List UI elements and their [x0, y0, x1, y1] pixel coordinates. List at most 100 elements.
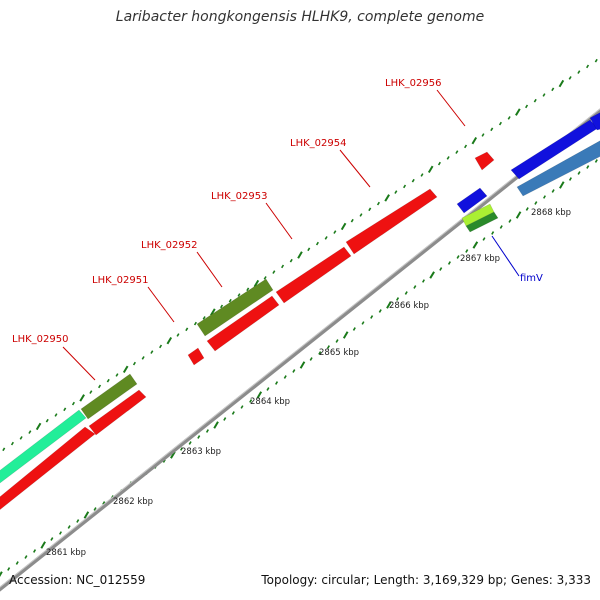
gene-arrow-lhk-02954[interactable]: [345, 188, 438, 255]
callout-lhk-02951: [147, 286, 175, 323]
inner-tick: [534, 201, 538, 205]
outer-tick: [568, 76, 572, 80]
inner-tick: [50, 537, 54, 541]
inner-tick: [299, 361, 306, 369]
inner-tick: [499, 225, 503, 229]
inner-tick: [180, 447, 183, 451]
inner-tick: [275, 381, 279, 385]
feature-arrow-olive-2[interactable]: [196, 278, 274, 337]
inner-tick: [170, 451, 176, 459]
scale-label-2863: 2863 kbp: [181, 447, 221, 457]
inner-tick: [447, 261, 451, 265]
outer-tick: [498, 121, 502, 126]
gene-arrow-lhk-02950[interactable]: [88, 389, 147, 436]
gene-label-lhk-02952[interactable]: LHK_02952: [141, 240, 197, 251]
inner-tick: [404, 291, 408, 295]
outer-tick: [71, 401, 75, 406]
outer-tick: [115, 373, 119, 377]
feature-arrow-dark-green[interactable]: [465, 211, 499, 233]
inner-tick: [559, 181, 565, 189]
outer-tick: [185, 327, 189, 332]
inner-tick: [370, 315, 374, 319]
gene-label-lhk-02954[interactable]: LHK_02954: [290, 138, 346, 149]
gene-label-fimv[interactable]: fimV: [520, 273, 543, 284]
inner-tick: [491, 231, 495, 235]
inner-tick: [439, 267, 443, 271]
inner-tick: [456, 255, 460, 259]
outer-tick: [289, 258, 293, 263]
callout-lhk-02956: [436, 89, 466, 127]
gene-arrow-lhk-02953[interactable]: [275, 246, 352, 304]
inner-tick: [396, 297, 400, 301]
outer-tick: [368, 207, 372, 212]
inner-tick: [543, 195, 546, 199]
outer-tick: [427, 165, 434, 174]
callout-lhk-02953: [265, 202, 293, 240]
outer-tick: [193, 321, 197, 326]
inner-tick: [472, 241, 479, 249]
gene-label-lhk-02950[interactable]: LHK_02950: [12, 334, 68, 345]
gene-arrow-steel-blue[interactable]: [516, 138, 600, 197]
outer-tick: [507, 116, 511, 120]
outer-tick: [79, 394, 85, 402]
outer-tick: [525, 104, 529, 109]
outer-tick: [19, 436, 23, 440]
scale-label-2862: 2862 kbp: [113, 497, 153, 507]
fimv-arrow-small[interactable]: [456, 187, 488, 214]
outer-tick: [481, 133, 485, 137]
outer-tick: [420, 173, 424, 177]
outer-tick: [515, 108, 521, 116]
gene-label-lhk-02951[interactable]: LHK_02951: [92, 275, 148, 286]
outer-tick: [237, 293, 241, 297]
outer-tick: [28, 430, 32, 434]
outer-tick: [253, 279, 260, 288]
outer-tick: [551, 87, 555, 92]
inner-tick: [240, 405, 244, 409]
feature-arrow-mint[interactable]: [0, 409, 87, 486]
outer-tick: [132, 361, 136, 366]
scale-label-2866: 2866 kbp: [389, 301, 429, 311]
inner-tick: [7, 567, 11, 571]
inner-tick: [67, 525, 71, 529]
topology-summary: Topology: circular; Length: 3,169,329 bp…: [261, 573, 591, 587]
gene-arrow-lhk-02952[interactable]: [206, 295, 280, 352]
outer-tick: [384, 194, 390, 202]
outer-tick: [166, 336, 173, 345]
inner-tick: [266, 387, 270, 391]
gene-arrow-lhk-02956[interactable]: [474, 151, 495, 171]
outer-tick: [403, 184, 407, 189]
gene-label-lhk-02956[interactable]: LHK_02956: [385, 78, 441, 89]
outer-tick: [455, 150, 459, 154]
outer-tick: [464, 144, 468, 149]
callout-lhk-02952: [196, 251, 223, 288]
inner-tick: [525, 207, 529, 211]
gene-arrow-blue-right[interactable]: [589, 110, 600, 131]
gene-arrow-lhk-02949[interactable]: [0, 426, 96, 512]
inner-tick: [40, 541, 46, 549]
inner-tick: [197, 435, 201, 439]
callout-lhk-02954: [339, 149, 371, 188]
inner-tick: [213, 421, 219, 429]
gene-label-lhk-02953[interactable]: LHK_02953: [211, 191, 267, 202]
outer-tick: [471, 136, 478, 145]
outer-tick: [35, 422, 42, 431]
inner-tick: [93, 507, 97, 511]
inner-tick: [249, 399, 253, 403]
outer-tick: [446, 156, 450, 160]
outer-tick: [63, 407, 67, 412]
inner-tick: [508, 219, 512, 223]
inner-tick: [378, 309, 382, 313]
inner-tick: [361, 321, 365, 325]
inner-tick: [429, 271, 435, 279]
feature-arrow-olive-1[interactable]: [80, 373, 138, 420]
inner-tick: [515, 211, 522, 219]
outer-tick: [122, 365, 129, 374]
inner-tick: [318, 351, 322, 355]
outer-tick: [141, 356, 145, 360]
inner-tick: [59, 531, 62, 535]
gene-arrow-lhk-02951[interactable]: [187, 347, 205, 366]
outer-tick: [220, 304, 224, 309]
outer-tick: [89, 390, 93, 394]
outer-tick: [202, 316, 206, 320]
